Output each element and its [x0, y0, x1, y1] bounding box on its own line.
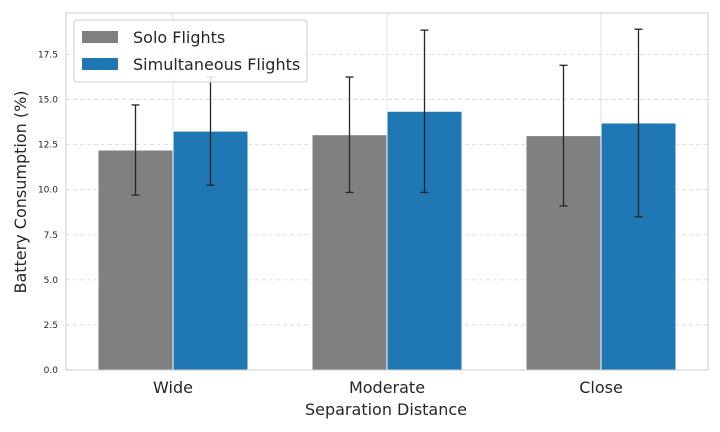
- legend-label-solo: Solo Flights: [133, 28, 225, 47]
- y-tick-label: 7.5: [44, 231, 58, 241]
- y-axis-label: Battery Consumption (%): [11, 90, 30, 293]
- legend-swatch-solo: [82, 31, 118, 43]
- x-tick-label: Close: [579, 378, 623, 397]
- y-tick-label: 5.0: [44, 276, 59, 286]
- y-tick-label: 0.0: [44, 366, 59, 376]
- legend-box: [73, 19, 308, 83]
- legend-swatch-simultaneous: [82, 58, 118, 70]
- x-axis-ticks: Wide Moderate Close: [153, 378, 623, 397]
- y-tick-label: 10.0: [38, 186, 58, 196]
- legend: Solo Flights Simultaneous Flights: [73, 19, 308, 83]
- x-tick-label: Moderate: [349, 378, 425, 397]
- y-tick-label: 17.5: [38, 50, 58, 60]
- x-axis-label: Separation Distance: [305, 400, 467, 419]
- plot-frame: [65, 12, 709, 371]
- x-tick-label: Wide: [153, 378, 193, 397]
- y-axis-ticks: 0.0 2.5 5.0 7.5 10.0 12.5 15.0 17.5: [38, 50, 58, 376]
- y-tick-label: 15.0: [38, 96, 58, 106]
- y-tick-label: 2.5: [44, 321, 58, 331]
- y-tick-label: 12.5: [38, 141, 58, 151]
- legend-label-simultaneous: Simultaneous Flights: [133, 55, 300, 74]
- bars: [97, 110, 677, 371]
